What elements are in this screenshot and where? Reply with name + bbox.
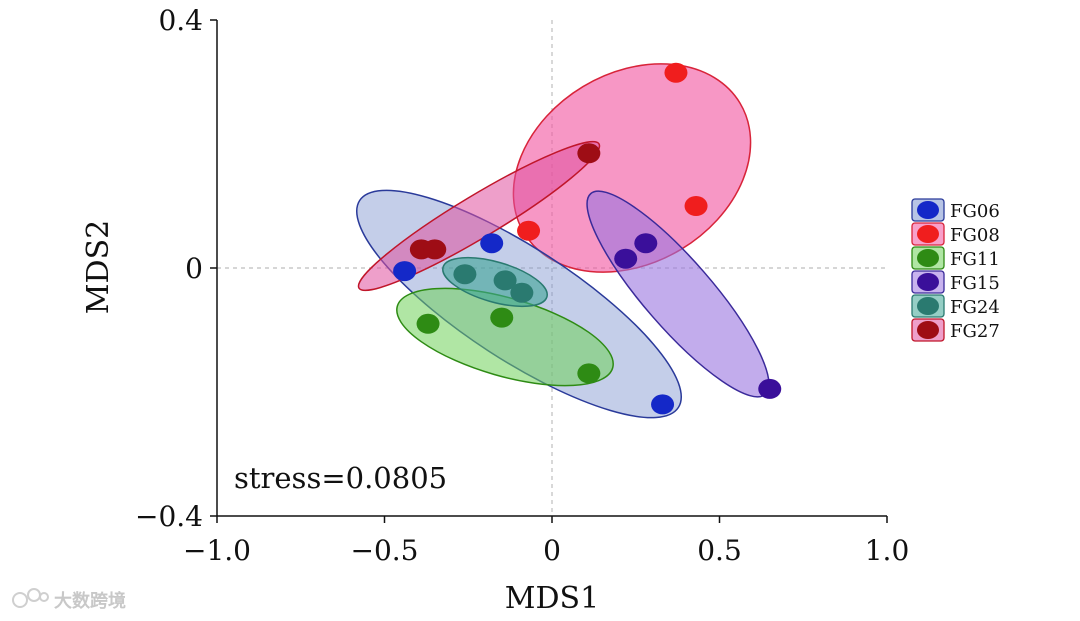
- legend-item-fg15: FG15: [911, 270, 1000, 294]
- watermark-logo-icon: [12, 588, 49, 608]
- point-fg08: [664, 62, 688, 83]
- point-fg08: [684, 196, 708, 216]
- legend-label: FG15: [950, 273, 1000, 294]
- point-fg15: [634, 233, 658, 254]
- x-tick-label: −1.0: [183, 534, 251, 567]
- legend-item-fg08: FG08: [911, 222, 1000, 246]
- legend-item-fg27: FG27: [911, 318, 1000, 342]
- legend-label: FG27: [950, 321, 1000, 342]
- legend-item-fg11: FG11: [911, 246, 1000, 270]
- legend-marker: [917, 225, 939, 243]
- legend-label: FG24: [950, 297, 1000, 318]
- legend-label: FG06: [950, 201, 1000, 222]
- point-fg15: [758, 378, 782, 399]
- point-fg11: [577, 363, 601, 384]
- legend-marker: [917, 321, 939, 339]
- legend-marker: [917, 201, 939, 219]
- point-fg08: [517, 220, 541, 241]
- point-fg06: [393, 261, 417, 282]
- point-fg27: [423, 239, 447, 260]
- x-tick-label: 0.5: [697, 534, 742, 567]
- ellipses-layer: [356, 63, 770, 419]
- point-fg24: [453, 264, 477, 285]
- y-tick-label: 0.4: [158, 4, 203, 37]
- legend-marker: [917, 249, 939, 267]
- point-fg24: [493, 270, 517, 291]
- watermark: 大数跨境: [12, 588, 126, 612]
- x-tick-label: −0.5: [351, 534, 419, 567]
- point-fg06: [651, 394, 675, 415]
- legend-label: FG08: [950, 225, 1000, 246]
- x-axis-label: MDS1: [505, 581, 599, 616]
- legend-marker: [917, 297, 939, 315]
- point-fg15: [614, 248, 638, 269]
- legend-marker: [917, 273, 939, 291]
- tick-layer: −1.0 −0.5 0 0.5 1.0 0.4 0 −0.4: [135, 4, 909, 567]
- legend-item-fg24: FG24: [911, 294, 1000, 318]
- point-fg11: [490, 307, 514, 328]
- y-tick-label: −0.4: [135, 500, 203, 533]
- point-fg27: [577, 143, 601, 164]
- y-tick-label: 0: [185, 252, 203, 285]
- stress-annotation: stress=0.0805: [234, 461, 447, 495]
- legend-item-fg06: FG06: [911, 198, 1000, 222]
- point-fg24: [510, 282, 534, 303]
- point-fg06: [480, 233, 504, 254]
- watermark-text: 大数跨境: [54, 590, 126, 612]
- legend: FG06 FG08 FG11 FG15 FG24 FG27: [911, 198, 1000, 342]
- point-fg11: [416, 313, 440, 334]
- x-tick-label: 1.0: [865, 534, 910, 567]
- x-tick-label: 0: [543, 534, 561, 567]
- y-axis-label: MDS2: [81, 220, 116, 314]
- points-layer: [393, 62, 782, 415]
- legend-label: FG11: [950, 249, 1000, 270]
